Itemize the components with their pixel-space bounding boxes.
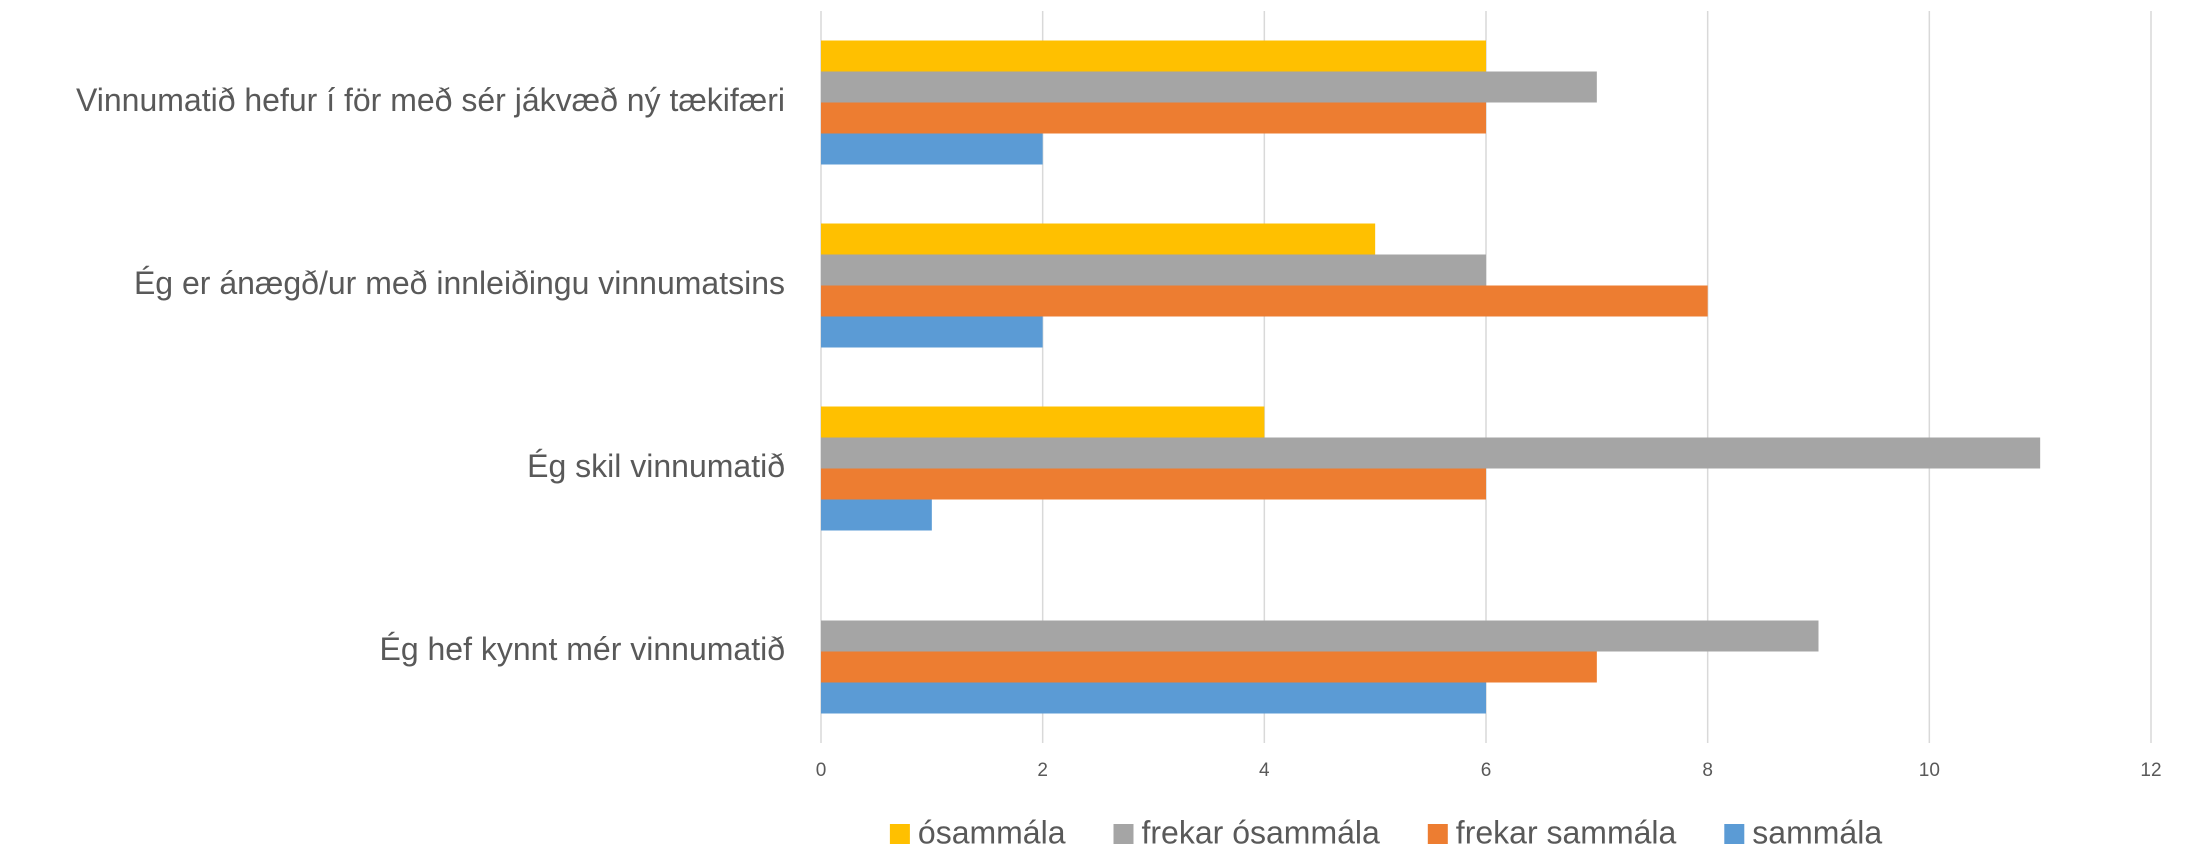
bar xyxy=(821,437,2041,469)
category-label: Ég er ánægð/ur með innleiðingu vinnumats… xyxy=(134,265,785,301)
category-label: Vinnumatið hefur í för með sér jákvæð ný… xyxy=(76,82,785,118)
bar xyxy=(821,682,1486,714)
x-tick-label: 0 xyxy=(816,760,827,781)
bar xyxy=(821,254,1486,286)
bar xyxy=(821,133,1043,165)
legend-swatch xyxy=(889,824,910,844)
legend-label: sammála xyxy=(1752,814,1882,850)
legend-label: ósammála xyxy=(918,814,1066,850)
bar xyxy=(821,468,1486,500)
x-tick-label: 12 xyxy=(2140,760,2161,781)
legend-label: frekar ósammála xyxy=(1142,814,1381,850)
bar xyxy=(821,102,1486,134)
legend-label: frekar sammála xyxy=(1456,814,1677,850)
x-tick-label: 2 xyxy=(1037,760,1048,781)
bar xyxy=(821,223,1376,255)
x-tick-label: 6 xyxy=(1481,760,1492,781)
legend-swatch xyxy=(1113,824,1134,844)
bar xyxy=(821,316,1043,348)
category-label: Ég hef kynnt mér vinnumatið xyxy=(379,631,785,667)
x-tick-label: 10 xyxy=(1919,760,1940,781)
bar xyxy=(821,620,1819,652)
x-tick-label: 8 xyxy=(1702,760,1713,781)
bar xyxy=(821,406,1265,438)
x-tick-label: 4 xyxy=(1259,760,1270,781)
legend-swatch xyxy=(1724,824,1745,844)
bar xyxy=(821,40,1486,72)
bar xyxy=(821,71,1597,103)
legend-swatch xyxy=(1427,824,1448,844)
bar xyxy=(821,651,1597,683)
bar xyxy=(821,499,932,531)
category-label: Ég skil vinnumatið xyxy=(527,448,785,484)
bar xyxy=(821,285,1708,317)
